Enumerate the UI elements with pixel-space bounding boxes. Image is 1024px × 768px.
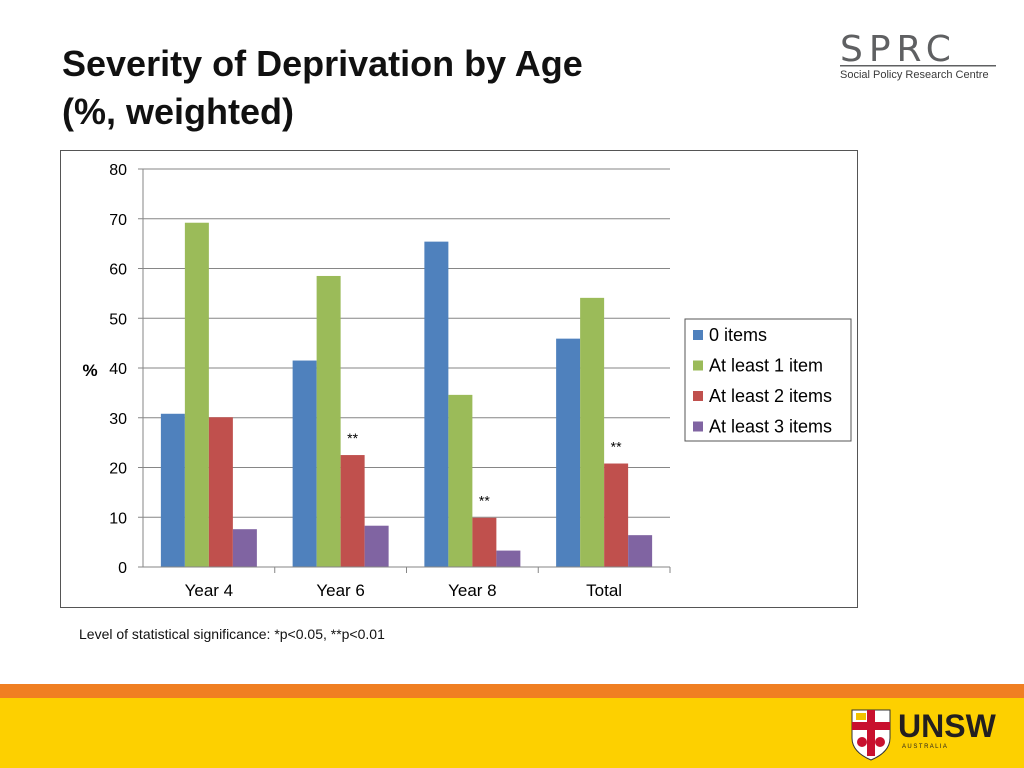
legend-swatch xyxy=(693,360,703,371)
sprc-logo-subtitle: Social Policy Research Centre xyxy=(840,69,989,81)
bar-at-least-1-item-year-4 xyxy=(184,222,209,567)
bar-0-items-year-6 xyxy=(292,360,317,567)
page-title: Severity of Deprivation by Age (%, weigh… xyxy=(62,40,583,136)
x-tick-label: Year 8 xyxy=(448,581,497,600)
chart-frame: 0 10 20 30 40 50 60 70 80 Year 4 Year 6 Year 8 Total… xyxy=(60,150,858,608)
significance-marker: ** xyxy=(611,439,622,455)
y-tick-label: 20 xyxy=(109,461,127,478)
significance-marker: ** xyxy=(479,493,490,509)
title-line-2: (%, weighted) xyxy=(62,91,294,132)
unsw-subtitle: A U S T R A L I A xyxy=(902,744,947,750)
sprc-logo-rule xyxy=(840,65,996,67)
bars xyxy=(160,222,653,567)
x-tick-label: Total xyxy=(586,581,622,600)
y-tick-label: 50 xyxy=(109,311,127,328)
sprc-logo: SPRC Social Policy Research Centre xyxy=(840,29,996,81)
bar-at-least-3-items-year-8 xyxy=(496,550,521,567)
y-tick-label: 10 xyxy=(109,510,127,527)
bar-0-items-total xyxy=(556,338,581,567)
bar-at-least-1-item-year-8 xyxy=(448,394,473,567)
legend-label: At least 2 items xyxy=(709,386,832,406)
bar-at-least-2-items-year-6 xyxy=(340,455,365,567)
axes xyxy=(138,168,671,573)
legend-swatch xyxy=(693,391,703,401)
footer-orange-band xyxy=(0,684,1024,698)
y-axis-label: % xyxy=(82,361,97,380)
legend-box xyxy=(684,318,852,442)
bar-at-least-2-items-year-8 xyxy=(472,517,497,567)
x-tick-label: Year 6 xyxy=(316,581,365,600)
legend-label: 0 items xyxy=(709,325,767,345)
legend: 0 items At least 1 item At least 2 items At… xyxy=(684,318,852,442)
title-line-1: Severity of Deprivation by Age xyxy=(62,43,583,84)
bar-at-least-3-items-year-6 xyxy=(364,525,389,567)
bar-at-least-3-items-total xyxy=(628,535,653,567)
bar-0-items-year-4 xyxy=(160,413,185,567)
y-tick-label: 30 xyxy=(109,411,127,428)
bar-at-least-2-items-total xyxy=(604,463,629,567)
unsw-wordmark: UNSW xyxy=(898,708,997,744)
y-tick-label: 80 xyxy=(109,162,127,179)
x-tick-label: Year 4 xyxy=(185,581,234,600)
significance-footnote: Level of statistical significance: *p<0.… xyxy=(79,626,385,642)
bar-at-least-1-item-year-6 xyxy=(316,275,341,567)
bar-at-least-1-item-total xyxy=(580,297,605,567)
legend-label: At least 1 item xyxy=(709,356,823,376)
unsw-logo: UNSW A U S T R A L I A xyxy=(851,708,997,761)
legend-swatch xyxy=(693,330,703,340)
significance-marker: ** xyxy=(347,430,358,446)
bar-0-items-year-8 xyxy=(424,241,449,567)
y-tick-label: 70 xyxy=(109,212,127,229)
bar-chart: 0 10 20 30 40 50 60 70 80 Year 4 Year 6 Year 8 Total… xyxy=(82,162,852,600)
annotations: ** ** ** xyxy=(347,430,622,509)
sprc-logo-letters: SPRC xyxy=(840,29,957,70)
legend-label: At least 3 items xyxy=(709,417,832,437)
bar-at-least-3-items-year-4 xyxy=(232,529,257,567)
y-tick-label: 60 xyxy=(109,262,127,279)
legend-swatch xyxy=(693,421,703,432)
unsw-crest-icon xyxy=(851,709,891,761)
tick-labels: 0 10 20 30 40 50 60 70 80 Year 4 Year 6 Year 8 Total xyxy=(109,162,622,600)
y-tick-label: 40 xyxy=(109,361,127,378)
y-tick-label: 0 xyxy=(118,560,127,577)
bar-at-least-2-items-year-4 xyxy=(208,417,233,567)
